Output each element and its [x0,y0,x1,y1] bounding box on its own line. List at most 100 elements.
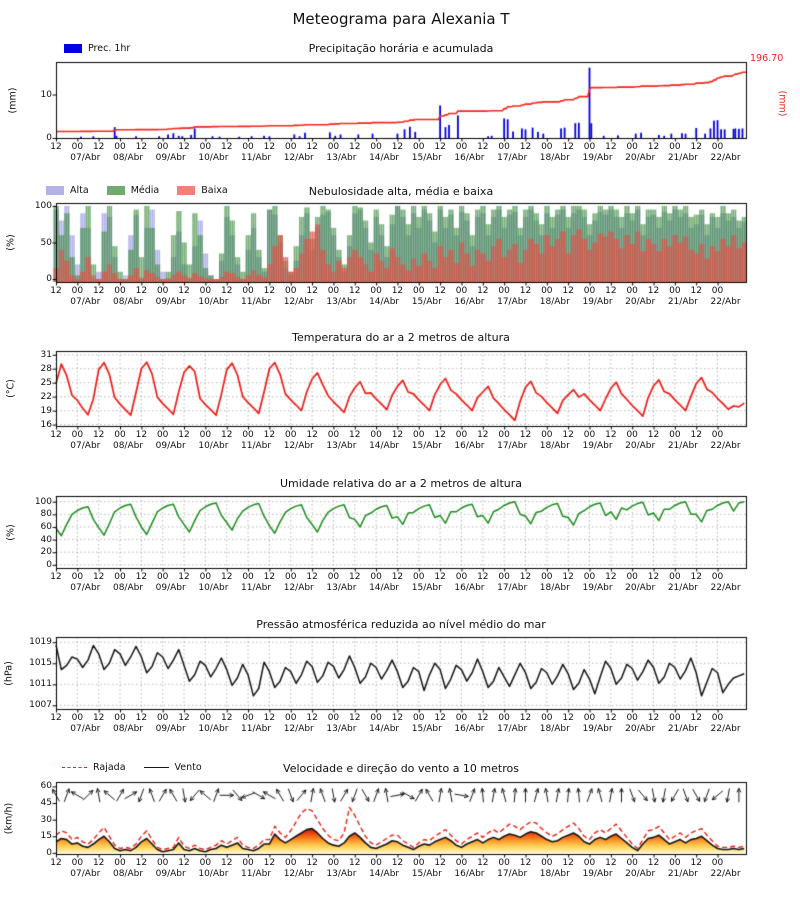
x-hour-label: 00 [199,572,212,582]
panel-title-humidity: Umidade relativa do ar a 2 metros de alt… [279,477,523,490]
x-date-label: 22/Abr [710,297,741,307]
x-hour-label: 12 [562,858,574,868]
x-hour-label: 12 [220,572,233,582]
x-hour-label: 12 [434,142,446,152]
x-hour-label: 00 [327,142,340,152]
x-hour-label: 12 [306,858,318,868]
y-tick-label: 0 [46,847,52,858]
x-hour-label: 00 [413,858,425,868]
legend-wind: Rajada Vento [62,762,220,773]
x-hour-label: 12 [391,858,404,868]
panel-title-temperature: Temperatura do ar a 2 metros de altura [292,331,510,344]
x-hour-label: 12 [690,142,702,152]
x-hour-label: 12 [690,286,702,296]
x-hour-label: 12 [562,142,574,152]
x-date-label: 08/Abr [112,583,144,593]
prec-1hr-swatch [64,44,82,53]
y-tick-label: 22 [40,391,52,402]
x-hour-label: 00 [498,572,510,582]
x-hour-label: 00 [455,858,468,868]
legend-item-baixa: Baixa [177,185,228,196]
x-hour-label: 12 [135,713,148,723]
x-date-label: 15/Abr [411,724,442,734]
legend-label: Vento [174,762,202,773]
x-date-label: 08/Abr [112,869,144,879]
x-date-label: 21/Abr [667,724,698,734]
x-date-label: 12/Abr [283,441,314,451]
x-hour-label: 12 [306,286,318,296]
x-hour-label: 00 [71,286,84,296]
x-date-label: 22/Abr [710,869,741,879]
x-date-label: 08/Abr [112,297,144,307]
x-date-label: 18/Abr [539,583,570,593]
x-date-label: 07/Abr [70,724,101,734]
x-hour-label: 12 [50,713,62,723]
x-date-label: 17/Abr [497,583,528,593]
x-hour-label: 12 [519,572,532,582]
x-hour-label: 12 [519,858,532,868]
x-hour-label: 00 [327,572,340,582]
x-hour-label: 12 [690,713,702,723]
x-hour-label: 00 [455,572,468,582]
x-hour-label: 12 [434,430,446,440]
x-hour-label: 12 [263,572,276,582]
x-date-label: 10/Abr [198,153,229,163]
x-date-label: 09/Abr [155,297,186,307]
y-tick-label: 100 [34,200,52,211]
x-date-label: 19/Abr [582,153,613,163]
alta-swatch [46,186,64,195]
x-hour-label: 00 [711,142,724,152]
x-hour-label: 12 [647,713,660,723]
x-hour-label: 00 [156,858,169,868]
x-date-label: 08/Abr [112,153,144,163]
x-date-label: 20/Abr [625,869,656,879]
x-hour-label: 12 [391,713,404,723]
legend-item-alta: Alta [46,185,89,196]
x-date-label: 22/Abr [710,583,741,593]
x-hour-label: 12 [477,713,489,723]
x-date-label: 12/Abr [283,583,314,593]
x-hour-label: 12 [178,572,190,582]
x-date-label: 17/Abr [497,297,528,307]
x-hour-label: 12 [306,572,318,582]
x-hour-label: 00 [583,858,596,868]
x-hour-label: 00 [285,142,297,152]
x-hour-label: 00 [156,430,169,440]
x-hour-label: 12 [220,858,233,868]
x-hour-label: 00 [71,713,84,723]
x-hour-label: 00 [370,713,382,723]
x-hour-label: 12 [690,430,702,440]
x-hour-label: 00 [285,858,297,868]
x-hour-label: 00 [711,286,724,296]
x-hour-label: 00 [370,858,382,868]
x-hour-label: 12 [349,572,361,582]
x-date-label: 11/Abr [241,869,272,879]
x-date-label: 10/Abr [198,441,229,451]
x-hour-label: 00 [199,286,212,296]
x-hour-label: 00 [626,572,638,582]
x-hour-label: 00 [669,713,681,723]
x-hour-label: 00 [285,430,297,440]
x-hour-label: 12 [562,430,574,440]
x-hour-label: 12 [50,430,62,440]
x-date-label: 14/Abr [369,724,400,734]
legend-label: Rajada [93,762,126,773]
x-hour-label: 12 [434,713,446,723]
x-hour-label: 12 [519,286,532,296]
x-date-label: 11/Abr [241,441,272,451]
accumulated-total-value: 196.70 [750,53,784,64]
x-hour-label: 12 [519,713,532,723]
x-date-label: 19/Abr [582,441,613,451]
y-tick-label: 1007 [29,700,52,711]
x-date-label: 15/Abr [411,869,442,879]
legend-label: Alta [70,185,89,196]
x-date-label: 17/Abr [497,724,528,734]
x-hour-label: 00 [114,142,126,152]
rajada-dashed-line-swatch [62,767,87,768]
y-tick-label: 19 [40,405,52,416]
panel-title-precipitation: Precipitação horária e acumulada [308,42,494,55]
x-hour-label: 00 [498,142,510,152]
y-tick-label: 16 [40,419,52,430]
x-hour-label: 12 [562,713,574,723]
y-tick-label: 60 [40,781,52,792]
